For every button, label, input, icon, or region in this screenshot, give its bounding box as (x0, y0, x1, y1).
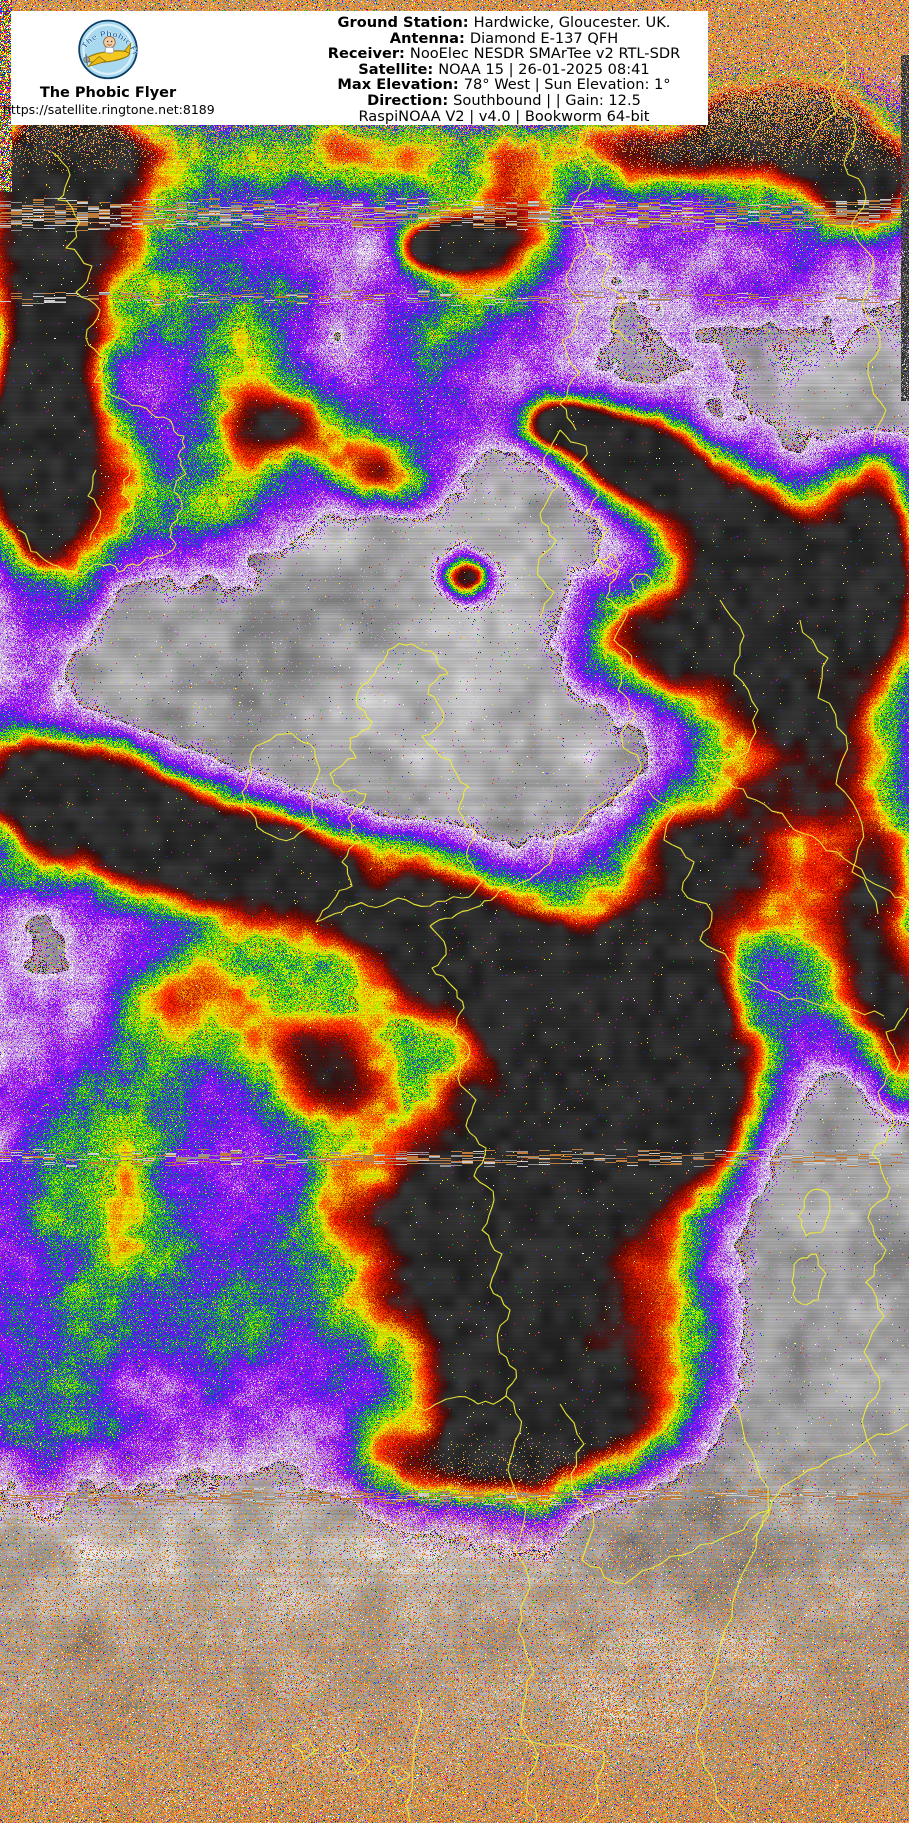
info-label: Direction: (367, 91, 449, 109)
reception-details: Ground Station: Hardwicke, Gloucester. UK… (297, 15, 711, 124)
info-value: NooElec NESDR SMArTee v2 RTL-SDR (409, 45, 681, 63)
station-url: https://satellite.ringtone.net:8189 (3, 102, 215, 117)
info-value: NOAA 15 | 26-01-2025 08:41 (438, 60, 650, 78)
info-label: Satellite: (358, 60, 434, 78)
receiver-info-card: The Phobic Flyer (3, 5, 711, 125)
info-label: Max Elevation: (337, 76, 459, 94)
info-line-max-elevation: Max Elevation: 78° West | Sun Elevation: … (297, 77, 711, 93)
phobic-flyer-logo: The Phobic Flyer (69, 5, 140, 80)
info-line-antenna: Antenna: Diamond E-137 QFH (297, 29, 711, 47)
info-label: Ground Station: (337, 14, 469, 31)
info-line-software: RaspiNOAA V2 | v4.0 | Bookworm 64-bit (297, 107, 711, 125)
info-value: Southbound | | Gain: 12.5 (453, 91, 641, 109)
info-label: Receiver: (327, 45, 405, 63)
info-value: Hardwicke, Gloucester. UK. (473, 14, 671, 31)
info-value: RaspiNOAA V2 | v4.0 | Bookworm 64-bit (358, 107, 650, 125)
logo-pilot (103, 36, 116, 54)
station-title: The Phobic Flyer (39, 85, 177, 101)
info-line-direction: Direction: Southbound | | Gain: 12.5 (297, 93, 711, 109)
station-identity: The Phobic Flyer (3, 5, 215, 117)
info-line-satellite: Satellite: NOAA 15 | 26-01-2025 08:41 (297, 60, 711, 78)
info-label: Antenna: (389, 29, 465, 47)
logo-wrap: The Phobic Flyer (3, 5, 213, 84)
info-value: Diamond E-137 QFH (469, 29, 619, 47)
info-line-ground-station: Ground Station: Hardwicke, Gloucester. UK… (297, 15, 711, 31)
info-value: 78° West | Sun Elevation: 1° (463, 76, 671, 94)
info-line-receiver: Receiver: NooElec NESDR SMArTee v2 RTL-SD… (297, 46, 711, 62)
